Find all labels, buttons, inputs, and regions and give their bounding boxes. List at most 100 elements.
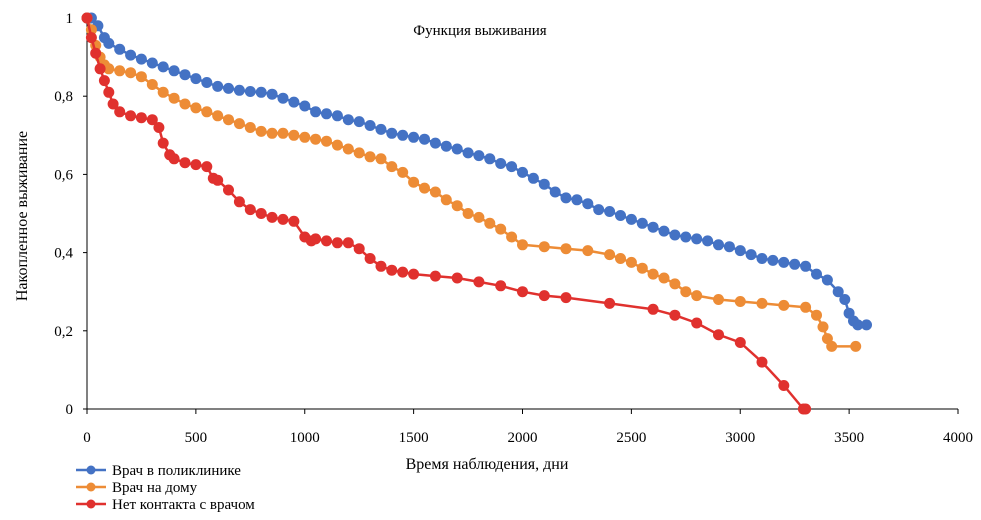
data-point <box>375 123 387 135</box>
data-point <box>353 243 365 255</box>
data-point <box>538 178 550 190</box>
data-point <box>255 86 267 98</box>
data-point <box>527 172 539 184</box>
data-point <box>582 198 594 210</box>
legend-marker <box>86 482 96 492</box>
legend-item: Врач в поликлинике <box>76 463 241 479</box>
data-point <box>114 43 126 55</box>
data-point <box>429 186 441 198</box>
data-point <box>691 233 703 245</box>
data-point <box>288 96 300 108</box>
data-point <box>190 159 202 171</box>
data-point <box>386 127 398 139</box>
data-point <box>244 122 256 133</box>
axes <box>86 18 958 410</box>
data-point <box>538 290 550 302</box>
data-point <box>756 356 768 368</box>
data-point <box>233 196 245 208</box>
data-point <box>647 221 659 233</box>
data-point <box>168 92 180 104</box>
data-point <box>669 229 681 241</box>
data-point <box>223 82 234 94</box>
data-point <box>135 71 147 83</box>
data-point <box>517 166 528 178</box>
data-point <box>397 166 409 178</box>
data-point <box>604 206 616 217</box>
data-point <box>734 296 746 307</box>
data-point <box>713 294 724 305</box>
data-point <box>90 47 102 59</box>
data-point <box>811 268 822 280</box>
data-point <box>157 137 169 149</box>
data-point <box>331 237 343 249</box>
data-point <box>190 102 202 114</box>
data-point <box>789 258 801 270</box>
y-axis-title: Накопленное выживание <box>14 131 31 301</box>
data-point <box>288 215 300 227</box>
data-point <box>364 151 376 163</box>
data-point <box>506 231 518 243</box>
data-point <box>168 153 180 165</box>
data-point <box>723 241 735 253</box>
data-point <box>691 290 703 302</box>
data-point <box>625 213 637 225</box>
data-point <box>778 380 790 391</box>
data-point <box>212 80 224 92</box>
data-point <box>506 161 518 173</box>
data-point <box>179 157 191 169</box>
data-point <box>615 210 626 221</box>
y-tick-label: 0,2 <box>54 324 73 340</box>
data-point <box>408 268 420 280</box>
data-point <box>321 235 332 247</box>
data-point <box>353 147 365 159</box>
data-point <box>310 233 322 245</box>
x-axis-title: Время наблюдения, дни <box>406 456 569 473</box>
data-point <box>157 86 169 98</box>
data-point <box>647 303 659 315</box>
legend-label: Нет контакта с врачом <box>112 497 255 513</box>
data-point <box>451 272 463 284</box>
data-point <box>462 147 474 159</box>
x-tick-label: 500 <box>185 430 208 446</box>
data-point <box>800 301 812 313</box>
data-point <box>277 127 289 139</box>
data-point <box>713 329 724 341</box>
data-point <box>386 264 398 276</box>
data-point <box>114 65 126 77</box>
y-tick-label: 0 <box>66 402 74 418</box>
data-point <box>364 120 376 131</box>
data-point <box>582 245 594 257</box>
data-point <box>299 100 311 112</box>
data-point <box>146 57 158 69</box>
data-point <box>658 272 670 284</box>
data-point <box>517 239 528 251</box>
data-point <box>114 106 126 118</box>
legend-marker <box>86 499 96 509</box>
data-point <box>310 133 322 145</box>
data-point <box>756 253 768 264</box>
data-point <box>375 153 387 165</box>
legend-marker <box>86 465 96 475</box>
data-point <box>146 79 158 90</box>
data-point <box>179 69 191 81</box>
data-point <box>125 67 137 79</box>
data-point <box>103 37 115 49</box>
data-point <box>826 340 838 352</box>
data-point <box>852 319 864 331</box>
data-point <box>386 161 398 173</box>
data-point <box>756 297 768 309</box>
data-point <box>800 403 812 415</box>
data-point <box>81 12 93 24</box>
data-point <box>342 114 354 126</box>
data-point <box>800 260 812 272</box>
data-point <box>94 63 106 75</box>
y-tick-label: 0,6 <box>54 167 73 183</box>
data-point <box>702 235 714 247</box>
data-point <box>680 286 692 298</box>
data-point <box>331 110 343 122</box>
data-point <box>375 260 387 272</box>
data-point <box>560 192 572 204</box>
data-point <box>473 150 485 162</box>
x-tick-label: 1500 <box>399 430 429 446</box>
series-1 <box>81 12 872 331</box>
